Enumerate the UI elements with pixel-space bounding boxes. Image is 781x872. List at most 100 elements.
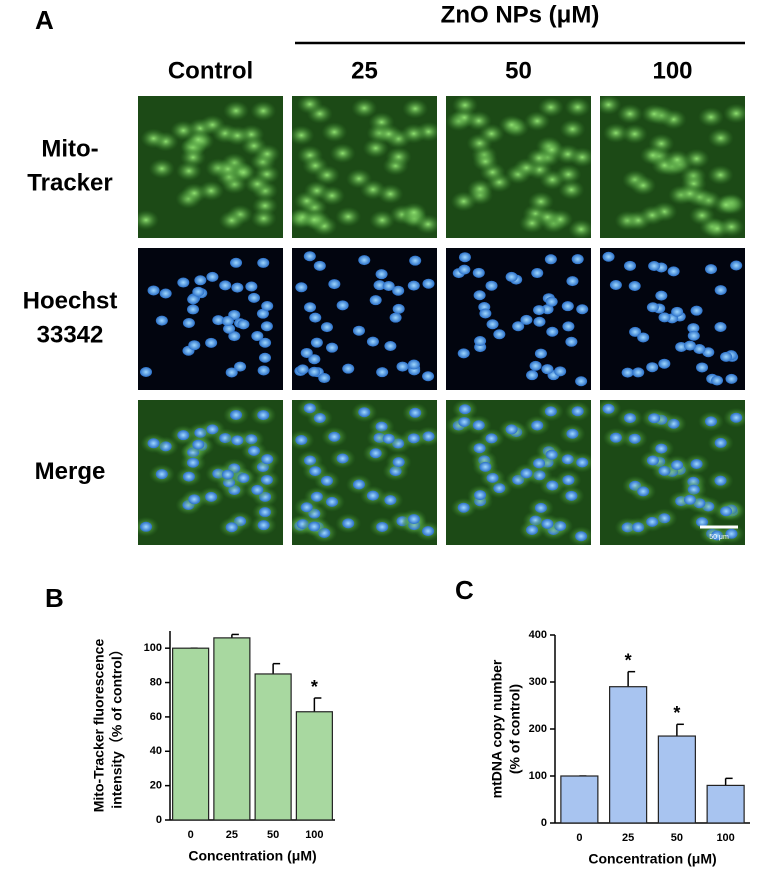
cell-green [244, 174, 271, 195]
cell-green [718, 216, 745, 237]
nucleus [696, 362, 709, 373]
y-tick-label: 200 [529, 723, 547, 735]
nucleus [457, 348, 470, 359]
nucleus [182, 317, 195, 328]
cell-green [451, 96, 478, 116]
nucleus [479, 308, 492, 319]
bar [657, 735, 696, 824]
row-label: Tracker [27, 169, 112, 196]
micrographs: 50 μm [138, 96, 745, 545]
nucleus [205, 491, 218, 502]
cell-green [175, 160, 202, 181]
nucleus [320, 475, 333, 486]
x-tick-label: 50 [671, 832, 683, 844]
cell-green [369, 210, 396, 231]
nucleus [258, 352, 271, 363]
nucleus [384, 340, 397, 351]
nucleus [690, 305, 703, 316]
nucleus [409, 407, 422, 418]
cell-green [524, 111, 551, 132]
nucleus [683, 494, 696, 505]
nucleus [658, 312, 671, 323]
nucleus [407, 433, 420, 444]
micrograph [446, 248, 591, 390]
nucleus [369, 448, 382, 459]
nucleus [257, 365, 270, 376]
micrograph [446, 400, 591, 545]
nucleus [541, 364, 554, 375]
nucleus [376, 521, 389, 532]
nucleus [295, 435, 308, 446]
nucleus [257, 520, 270, 531]
nucleus [705, 264, 718, 275]
nucleus [382, 280, 395, 291]
nucleus [187, 457, 200, 468]
cell-green [185, 129, 212, 150]
nucleus [230, 409, 243, 420]
nucleus [628, 433, 641, 444]
nucleus [392, 457, 405, 468]
nucleus [336, 453, 349, 464]
nucleus [714, 475, 727, 486]
nucleus [245, 281, 258, 292]
nucleus [520, 468, 533, 479]
nucleus [159, 288, 172, 299]
nucleus [231, 282, 244, 293]
nucleus [336, 300, 349, 311]
nucleus [358, 255, 371, 266]
nucleus [561, 301, 574, 312]
nucleus [409, 255, 422, 266]
nucleus [296, 364, 309, 375]
micrograph [138, 248, 283, 390]
nucleus [221, 469, 234, 480]
row-label: Mito- [41, 135, 98, 162]
cell-green [296, 96, 323, 115]
x-tick-label: 0 [188, 829, 194, 841]
nucleus [407, 280, 420, 291]
nucleus [565, 336, 578, 347]
cell-green [527, 191, 554, 212]
nucleus [473, 443, 486, 454]
nucleus [562, 475, 575, 486]
cell-green [559, 119, 586, 140]
nucleus [308, 521, 321, 532]
cell-green [148, 158, 175, 179]
nucleus [261, 300, 274, 311]
nucleus [147, 438, 160, 449]
nucleus [602, 403, 615, 414]
x-tick-label: 100 [305, 829, 323, 841]
micrograph [138, 400, 283, 545]
nucleus [187, 304, 200, 315]
cell-green [602, 122, 629, 143]
column-label: 100 [652, 57, 692, 84]
nucleus [187, 294, 200, 305]
nucleus [637, 332, 650, 343]
nucleus [422, 526, 435, 537]
nucleus [554, 366, 567, 377]
nucleus [629, 326, 642, 337]
nucleus [474, 336, 487, 347]
cell-green [214, 159, 241, 180]
nucleus [609, 279, 622, 290]
nucleus [422, 371, 435, 382]
nucleus [529, 360, 542, 371]
cell-green [254, 143, 281, 164]
nucleus [155, 469, 168, 480]
nucleus [308, 354, 321, 365]
y-tick-label: 100 [529, 770, 547, 782]
nucleus [259, 337, 272, 348]
nucleus [192, 439, 205, 450]
nucleus [544, 254, 557, 265]
nucleus [562, 321, 575, 332]
cell-green [639, 205, 666, 226]
cell-green [664, 149, 691, 170]
nucleus [303, 403, 316, 414]
x-tick-label: 25 [226, 829, 238, 841]
cell-green [641, 103, 668, 124]
cell-green [377, 183, 404, 204]
nucleus [646, 516, 659, 527]
nucleus [533, 305, 546, 316]
panel-label: A [35, 5, 54, 35]
nucleus [696, 517, 709, 528]
